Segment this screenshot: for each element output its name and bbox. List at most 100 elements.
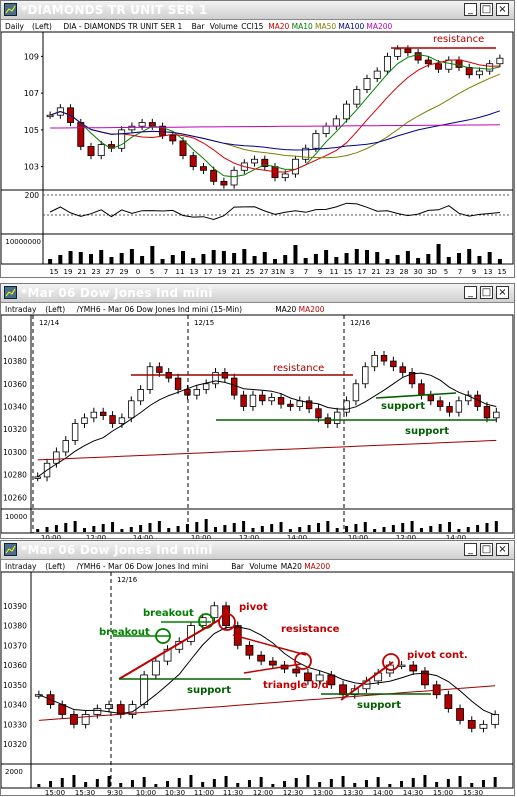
price-bar: [435, 63, 443, 70]
volume-bar: [130, 780, 134, 787]
volume-bar: [160, 259, 165, 264]
price-tick-label: 10350: [3, 681, 27, 690]
price-tick-label: 10380: [3, 357, 27, 366]
window-titlebar[interactable]: *Mar 06 Dow Jones Ind mini _ □ ×: [1, 541, 514, 560]
volume-bar: [48, 259, 53, 264]
price-bar: [362, 366, 369, 385]
volume-bar: [419, 528, 423, 532]
price-bar: [118, 129, 126, 149]
volume-bar: [78, 252, 83, 264]
x-tick-label: 3: [290, 268, 294, 276]
volume-bar: [410, 521, 414, 532]
chart-window-ymh6-intraday: *Mar 06 Dow Jones Ind mini _ □ × Intrada…: [0, 540, 515, 796]
ma-legend: MA50: [315, 22, 336, 31]
x-tick-label: 29: [120, 268, 129, 276]
volume-bar: [388, 784, 392, 787]
volume-bar: [283, 255, 288, 264]
close-button[interactable]: ×: [496, 286, 509, 299]
price-bar: [257, 654, 266, 662]
price-tick-label: 10320: [3, 740, 27, 749]
volume-bar: [211, 250, 216, 264]
price-bar: [404, 48, 412, 54]
chart-window-dia: *DIAMONDS TR UNIT SER 1 _ □ × Daily (Left…: [0, 0, 515, 278]
header-label: DIA - DIAMONDS TR UNIT SER 1: [63, 22, 182, 31]
volume-bar: [148, 523, 152, 532]
volume-bar: [288, 529, 292, 532]
support-label: support: [405, 426, 449, 437]
window-title: *Mar 06 Dow Jones Ind mini: [21, 286, 213, 300]
price-bar: [268, 397, 275, 402]
window-titlebar[interactable]: *Mar 06 Dow Jones Ind mini _ □ ×: [1, 284, 514, 303]
volume-bar: [324, 250, 329, 264]
price-tick-label: 10300: [3, 448, 27, 457]
x-tick-label: 10:00: [41, 534, 61, 539]
volume-bar: [82, 528, 86, 532]
header-label: Intraday: [5, 562, 37, 571]
price-bar: [109, 415, 116, 424]
price-bar: [77, 122, 85, 147]
volume-bar: [259, 777, 263, 787]
volume-bar: [481, 780, 485, 787]
price-tick-label: 10280: [3, 471, 27, 480]
volume-bar: [72, 775, 76, 787]
breakout-marker: [155, 628, 171, 644]
minimize-button[interactable]: _: [464, 543, 477, 556]
minimize-button[interactable]: _: [464, 286, 477, 299]
maximize-button[interactable]: □: [480, 543, 493, 556]
x-tick-label: 21: [232, 268, 241, 276]
volume-bar: [119, 253, 124, 264]
volume-panel: [1, 233, 514, 265]
x-tick-label: 10:00: [348, 534, 368, 539]
moving-average-line: [49, 59, 500, 173]
moving-average-line: [50, 124, 500, 129]
volume-bar: [212, 779, 216, 787]
price-bar: [146, 366, 154, 390]
price-bar: [210, 605, 219, 619]
x-tick-label: 10:00: [136, 789, 156, 796]
x-tick-label: 27: [260, 268, 269, 276]
price-bar: [281, 173, 289, 179]
x-tick-label: 15: [50, 268, 59, 276]
ma-legend: MA100: [338, 22, 364, 31]
oscillator-panel: [1, 189, 514, 235]
resistance-line: [232, 634, 307, 656]
price-bar: [339, 684, 347, 696]
minimize-button[interactable]: _: [464, 3, 477, 16]
ma-legend: MA200: [299, 305, 325, 314]
volume-bar: [45, 527, 49, 532]
price-bar: [156, 366, 163, 373]
date-label: 12/16: [117, 576, 138, 584]
price-bar: [87, 146, 95, 156]
price-bar: [305, 400, 313, 410]
support-label: support: [187, 685, 231, 696]
x-tick-label: 28: [400, 268, 409, 276]
x-tick-label: 11: [330, 268, 339, 276]
price-bar: [138, 122, 146, 127]
close-button[interactable]: ×: [496, 3, 509, 16]
window-titlebar[interactable]: *DIAMONDS TR UNIT SER 1 _ □ ×: [1, 1, 514, 20]
volume-bar: [401, 523, 405, 532]
price-bar: [315, 674, 324, 682]
moving-average-line: [49, 53, 501, 178]
breakout-label: breakout: [99, 627, 150, 638]
maximize-button[interactable]: □: [480, 3, 493, 16]
price-bar: [371, 354, 378, 368]
volume-bar: [111, 522, 115, 532]
maximize-button[interactable]: □: [480, 286, 493, 299]
volume-bar: [283, 781, 287, 787]
price-bar: [380, 354, 388, 362]
price-bar: [174, 377, 182, 390]
breakout-label: breakout: [143, 608, 194, 619]
x-tick-label: 13: [190, 268, 199, 276]
price-bar: [261, 158, 269, 168]
header-label: /YMH6 - Mar 06 Dow Jones Ind mini: [77, 562, 209, 571]
volume-bar: [223, 525, 227, 532]
volume-bar: [154, 784, 158, 787]
moving-average-line: [49, 110, 501, 151]
volume-bar: [303, 258, 308, 264]
volume-bar: [376, 777, 380, 787]
x-tick-label: 14:00: [446, 534, 466, 539]
volume-bar: [89, 254, 93, 264]
close-button[interactable]: ×: [496, 543, 509, 556]
price-bar: [169, 134, 177, 142]
